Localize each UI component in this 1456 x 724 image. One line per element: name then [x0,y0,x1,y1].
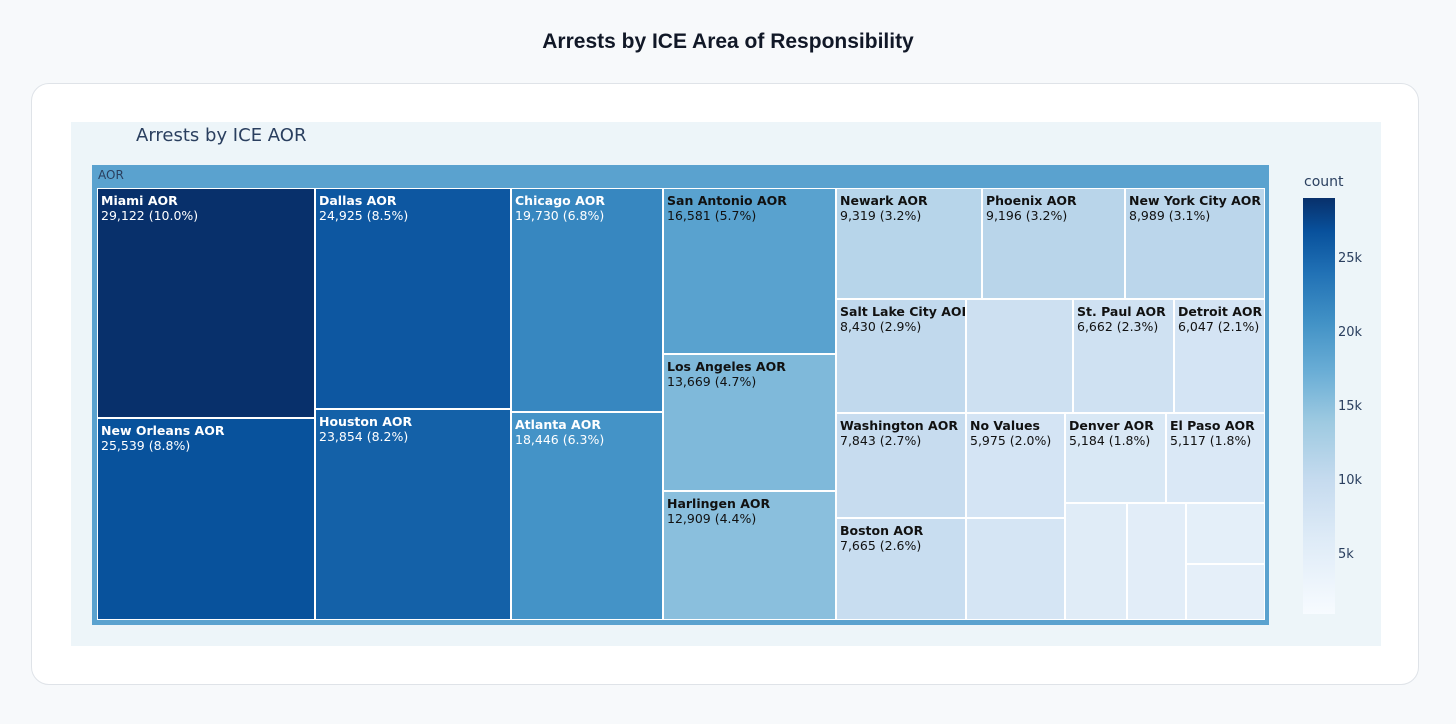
tile-value: 29,122 (10.0%) [101,208,199,223]
treemap-tile-atlanta-aor[interactable]: Atlanta AOR 18,446 (6.3%) [511,412,663,620]
page-title: Arrests by ICE Area of Responsibility [542,30,914,53]
treemap-tile-salt-lake-city-aor[interactable]: Salt Lake City AOR 8,430 (2.9%) [836,299,966,413]
colorbar [1303,198,1335,614]
tile-value: 5,117 (1.8%) [1170,433,1252,448]
colorbar-tick-label: 25k [1338,250,1363,266]
treemap-tile-dallas-aor[interactable]: Dallas AOR 24,925 (8.5%) [315,188,511,409]
tile-label: San Antonio AOR [667,193,787,208]
tile-label: Boston AOR [840,523,924,538]
treemap-tile-harlingen-aor[interactable]: Harlingen AOR 12,909 (4.4%) [663,491,836,620]
treemap-tile-detroit-aor[interactable]: Detroit AOR 6,047 (2.1%) [1174,299,1265,413]
tile-value: 7,843 (2.7%) [840,433,922,448]
colorbar-title: count [1304,174,1344,190]
treemap-tile-no-values[interactable]: No Values 5,975 (2.0%) [966,413,1065,518]
tile-label: No Values [970,418,1040,433]
colorbar-tick-label: 10k [1338,472,1363,488]
tile-value: 16,581 (5.7%) [667,208,757,223]
tile-label: Los Angeles AOR [667,359,786,374]
tile-value: 8,989 (3.1%) [1129,208,1211,223]
tile-label: Washington AOR [840,418,958,433]
tile-value: 19,730 (6.8%) [515,208,605,223]
treemap-tile-denver-aor[interactable]: Denver AOR 5,184 (1.8%) [1065,413,1166,503]
tile-value: 23,854 (8.2%) [319,429,409,444]
treemap-tile-unlabeled[interactable] [1186,564,1265,620]
treemap-tile-el-paso-aor[interactable]: El Paso AOR 5,117 (1.8%) [1166,413,1265,503]
treemap-tile-unlabeled[interactable] [966,299,1073,413]
tile-label: New York City AOR [1129,193,1262,208]
tile-value: 6,662 (2.3%) [1077,319,1159,334]
tile-label: Miami AOR [101,193,178,208]
tile-label: Salt Lake City AOR [840,304,966,319]
treemap-tile-miami-aor[interactable]: Miami AOR 29,122 (10.0%) [97,188,315,418]
tile-label: Phoenix AOR [986,193,1077,208]
tile-label: Detroit AOR [1178,304,1263,319]
treemap-tile-boston-aor[interactable]: Boston AOR 7,665 (2.6%) [836,518,966,620]
treemap-tile-newark-aor[interactable]: Newark AOR 9,319 (3.2%) [836,188,982,299]
chart-title: Arrests by ICE AOR [136,125,307,146]
treemap-tile-chicago-aor[interactable]: Chicago AOR 19,730 (6.8%) [511,188,663,412]
colorbar-tick-label: 20k [1338,324,1363,340]
tile-value: 5,975 (2.0%) [970,433,1052,448]
tile-label: St. Paul AOR [1077,304,1166,319]
treemap-tile-san-antonio-aor[interactable]: San Antonio AOR 16,581 (5.7%) [663,188,836,354]
treemap-tile-houston-aor[interactable]: Houston AOR 23,854 (8.2%) [315,409,511,620]
tile-value: 12,909 (4.4%) [667,511,757,526]
tile-value: 24,925 (8.5%) [319,208,409,223]
tile-value: 6,047 (2.1%) [1178,319,1260,334]
tile-value: 8,430 (2.9%) [840,319,922,334]
tile-label: El Paso AOR [1170,418,1255,433]
treemap-root-label: AOR [98,168,124,182]
treemap-tile-unlabeled[interactable] [1186,503,1265,564]
tile-label: Houston AOR [319,414,413,429]
colorbar-tick-label: 15k [1338,398,1363,414]
tile-label: Denver AOR [1069,418,1154,433]
tile-label: Harlingen AOR [667,496,771,511]
tile-value: 9,196 (3.2%) [986,208,1068,223]
tile-label: New Orleans AOR [101,423,225,438]
tile-label: Dallas AOR [319,193,397,208]
treemap-tile-new-york-city-aor[interactable]: New York City AOR 8,989 (3.1%) [1125,188,1265,299]
tile-value: 18,446 (6.3%) [515,432,605,447]
tile-value: 25,539 (8.8%) [101,438,191,453]
tile-label: Atlanta AOR [515,417,601,432]
treemap-tile-st-paul-aor[interactable]: St. Paul AOR 6,662 (2.3%) [1073,299,1174,413]
treemap-tile-washington-aor[interactable]: Washington AOR 7,843 (2.7%) [836,413,966,518]
tile-value: 7,665 (2.6%) [840,538,922,553]
treemap-tile-los-angeles-aor[interactable]: Los Angeles AOR 13,669 (4.7%) [663,354,836,491]
treemap-tile-phoenix-aor[interactable]: Phoenix AOR 9,196 (3.2%) [982,188,1125,299]
treemap-tile-unlabeled[interactable] [1065,503,1127,620]
tile-value: 9,319 (3.2%) [840,208,922,223]
tile-label: Newark AOR [840,193,928,208]
tile-value: 13,669 (4.7%) [667,374,757,389]
tile-label: Chicago AOR [515,193,606,208]
tile-value: 5,184 (1.8%) [1069,433,1151,448]
treemap-tile-unlabeled[interactable] [966,518,1065,620]
treemap-tile-unlabeled[interactable] [1127,503,1186,620]
treemap-tile-new-orleans-aor[interactable]: New Orleans AOR 25,539 (8.8%) [97,418,315,620]
colorbar-tick-label: 5k [1338,546,1354,562]
